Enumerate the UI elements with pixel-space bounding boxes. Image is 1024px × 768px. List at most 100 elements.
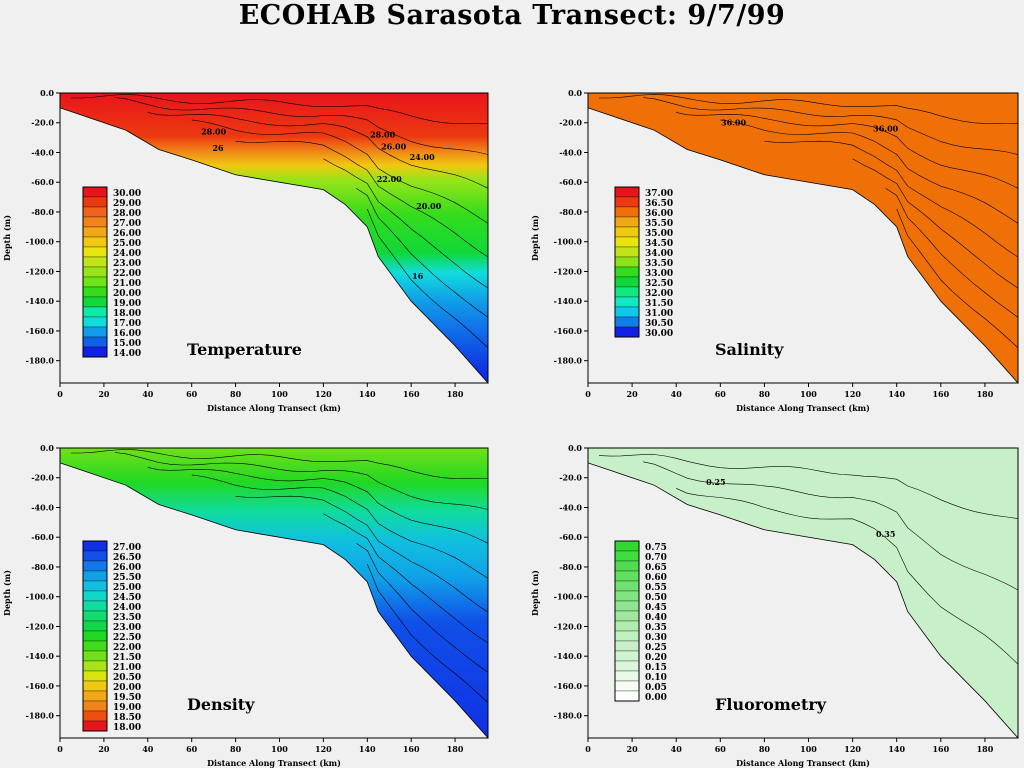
legend-swatch <box>82 286 108 298</box>
y-tick-label: 0.0 <box>40 88 54 98</box>
legend-swatch <box>614 216 640 228</box>
legend-label: 0.05 <box>645 683 667 693</box>
legend-swatch <box>82 640 108 652</box>
legend-label: 25.00 <box>113 583 141 593</box>
legend-label: 32.50 <box>645 279 673 289</box>
legend-label: 0.40 <box>645 613 667 623</box>
y-tick-label: -100.0 <box>26 592 55 602</box>
contour-line <box>367 563 489 704</box>
contour-line <box>643 461 1019 591</box>
legend-swatch <box>82 296 108 308</box>
x-tick-label: 40 <box>671 744 683 754</box>
y-tick-label: -80.0 <box>559 207 582 217</box>
x-tick-label: 100 <box>271 744 288 754</box>
panel-title: Density <box>187 695 255 714</box>
y-tick-label: -80.0 <box>31 562 54 572</box>
legend-label: 21.00 <box>113 663 141 673</box>
x-tick-label: 0 <box>585 389 591 399</box>
legend-swatch <box>614 246 640 258</box>
legend-label: 24.00 <box>113 603 141 613</box>
panel-title: Temperature <box>187 340 302 359</box>
x-tick-label: 100 <box>271 389 288 399</box>
contour-line <box>114 97 489 155</box>
panel-title: Salinity <box>715 340 784 359</box>
y-tick-label: 0.0 <box>40 443 54 453</box>
legend-label: 21.00 <box>113 279 141 289</box>
x-tick-label: 180 <box>447 744 464 754</box>
contour-label: 0.35 <box>876 529 895 539</box>
y-tick-label: -140.0 <box>554 651 583 661</box>
legend-swatch <box>614 550 640 562</box>
contour-line <box>896 208 1019 349</box>
legend-label: 22.00 <box>113 269 141 279</box>
y-axis-label: Depth (m) <box>530 570 540 616</box>
legend-swatch <box>614 186 640 198</box>
y-tick-label: -40.0 <box>559 147 582 157</box>
legend-label: 24.00 <box>113 249 141 259</box>
x-axis-label: Distance Along Transect (km) <box>736 403 870 413</box>
legend-label: 0.10 <box>645 673 667 683</box>
contour-line <box>720 119 1019 224</box>
legend-swatch <box>82 630 108 642</box>
legend-label: 34.00 <box>645 249 673 259</box>
contour-label: 28.00 <box>201 127 226 137</box>
x-tick-label: 140 <box>888 389 905 399</box>
legend-swatch <box>82 196 108 208</box>
contour-line <box>356 543 489 673</box>
y-tick-label: -160.0 <box>26 681 55 691</box>
legend-label: 32.00 <box>645 289 673 299</box>
y-tick-label: -60.0 <box>559 532 582 542</box>
legend-label: 0.00 <box>645 693 667 703</box>
legend-swatch <box>614 620 640 632</box>
y-tick-label: -60.0 <box>31 177 54 187</box>
contour-label: 36.00 <box>873 124 898 134</box>
legend-label: 19.50 <box>113 693 141 703</box>
y-tick-label: -120.0 <box>26 266 55 276</box>
legend-swatch <box>614 276 640 288</box>
legend-swatch <box>614 600 640 612</box>
y-tick-label: -100.0 <box>554 237 583 247</box>
contour-line <box>643 97 1019 155</box>
water-field <box>59 447 489 740</box>
x-tick-label: 20 <box>98 744 110 754</box>
legend-label: 29.00 <box>113 199 141 209</box>
x-tick-label: 140 <box>888 744 905 754</box>
x-tick-label: 140 <box>359 389 376 399</box>
x-tick-label: 160 <box>932 389 949 399</box>
legend-swatch <box>614 680 640 692</box>
x-tick-label: 100 <box>800 389 817 399</box>
legend-label: 14.00 <box>113 349 141 359</box>
x-tick-label: 80 <box>230 389 242 399</box>
legend-label: 23.50 <box>113 613 141 623</box>
x-tick-label: 100 <box>800 744 817 754</box>
y-tick-label: -80.0 <box>31 207 54 217</box>
legend-label: 30.00 <box>645 329 673 339</box>
y-tick-label: -20.0 <box>31 118 54 128</box>
legend-swatch <box>82 650 108 662</box>
contour-label: 36.00 <box>721 118 746 128</box>
legend-swatch <box>82 186 108 198</box>
legend-label: 0.60 <box>645 573 667 583</box>
legend-swatch <box>82 600 108 612</box>
contour-line <box>114 452 489 510</box>
x-tick-label: 60 <box>715 744 727 754</box>
legend-swatch <box>614 296 640 308</box>
legend-swatch <box>82 570 108 582</box>
legend-swatch <box>614 650 640 662</box>
x-tick-label: 160 <box>403 744 420 754</box>
panel-title: Fluorometry <box>715 695 827 714</box>
legend-swatch <box>82 306 108 318</box>
legend-swatch <box>614 226 640 238</box>
contour-label: 26.00 <box>381 142 406 152</box>
legend-swatch <box>614 560 640 572</box>
x-tick-label: 80 <box>230 744 242 754</box>
legend-swatch <box>82 256 108 268</box>
contour-label: 28.00 <box>370 130 395 140</box>
legend-label: 36.50 <box>645 199 673 209</box>
legend-label: 24.50 <box>113 593 141 603</box>
y-tick-label: -20.0 <box>31 473 54 483</box>
legend-swatch <box>82 326 108 338</box>
legend-label: 31.00 <box>645 309 673 319</box>
contour-line <box>599 94 1019 125</box>
y-tick-label: -60.0 <box>31 532 54 542</box>
